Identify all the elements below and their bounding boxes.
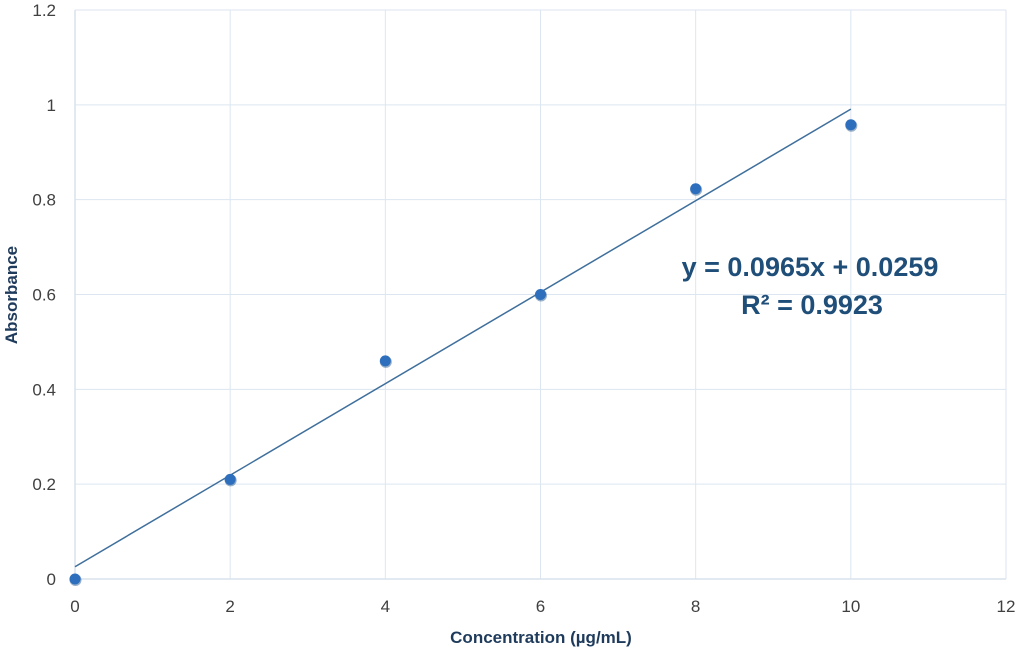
y-tick-label: 0.4	[32, 380, 56, 399]
r-squared-label: R² = 0.9923	[741, 290, 883, 320]
x-tick-label: 0	[70, 597, 79, 616]
data-point	[535, 289, 546, 300]
y-axis-title: Absorbance	[2, 246, 21, 344]
data-point	[845, 119, 857, 131]
y-tick-label: 0.8	[32, 191, 56, 210]
x-axis-title: Concentration (µg/mL)	[450, 628, 632, 647]
trendline	[74, 108, 852, 568]
x-tick-label: 4	[381, 597, 390, 616]
data-points	[69, 119, 858, 586]
x-tick-label: 12	[997, 597, 1016, 616]
x-tick-label: 6	[536, 597, 545, 616]
data-point	[224, 473, 236, 485]
x-tick-label: 2	[225, 597, 234, 616]
y-tick-label: 1	[47, 96, 56, 115]
y-tick-label: 0.6	[32, 286, 56, 305]
x-tick-label: 8	[691, 597, 700, 616]
y-tick-label: 1.2	[32, 1, 56, 20]
x-tick-labels: 0 2 4 6 8 10 12	[70, 597, 1015, 616]
y-tick-label: 0	[47, 570, 56, 589]
y-tick-label: 0.2	[32, 475, 56, 494]
equation-label: y = 0.0965x + 0.0259	[682, 252, 939, 282]
x-tick-label: 10	[841, 597, 860, 616]
data-point	[69, 573, 81, 585]
y-tick-labels: 0 0.2 0.4 0.6 0.8 1 1.2	[32, 1, 56, 589]
data-point	[379, 355, 391, 367]
data-point	[690, 183, 702, 195]
